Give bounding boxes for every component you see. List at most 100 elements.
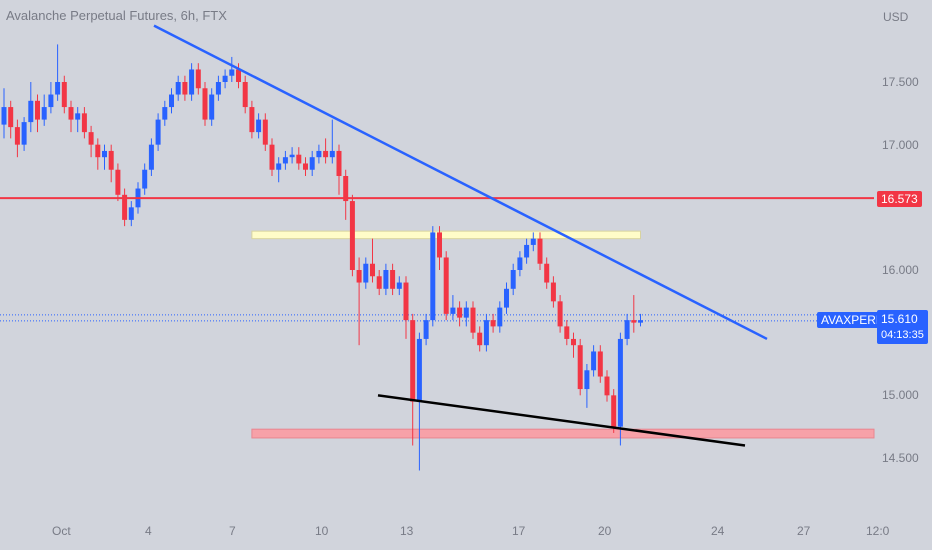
candle-body	[530, 238, 536, 245]
candle-body	[236, 69, 241, 82]
candle	[148, 138, 154, 176]
y-tick-label: 14.500	[882, 451, 919, 465]
candle	[604, 370, 610, 402]
x-tick-label: 24	[711, 524, 725, 538]
candle-body	[256, 119, 262, 133]
candle-body	[276, 163, 282, 170]
candle	[463, 301, 469, 327]
candle-body	[128, 207, 134, 220]
candle	[329, 119, 335, 164]
candle	[611, 389, 617, 433]
candle	[577, 338, 583, 396]
candle-body	[209, 94, 215, 120]
candle-body	[396, 282, 402, 289]
candle	[282, 150, 288, 170]
candle	[242, 75, 248, 114]
x-tick-label: 12:0	[866, 524, 890, 538]
candle-body	[88, 132, 94, 145]
candle-body	[35, 100, 40, 120]
candle-body	[222, 75, 228, 82]
candle	[544, 257, 550, 289]
candle	[61, 75, 67, 114]
candle-body	[356, 270, 362, 283]
candle	[524, 238, 530, 264]
candle-body	[175, 82, 181, 95]
candle	[390, 263, 396, 296]
candle	[336, 144, 342, 195]
candle	[41, 94, 47, 126]
x-tick-label: 10	[315, 524, 329, 538]
candle	[75, 107, 81, 133]
x-tick-label: 7	[229, 524, 236, 538]
candle	[169, 88, 174, 114]
candle	[229, 56, 235, 82]
candle-body	[550, 282, 556, 302]
candle-body	[510, 270, 516, 289]
candle-body	[544, 263, 550, 283]
candle	[490, 313, 496, 333]
candle-body	[269, 144, 275, 170]
candle	[564, 320, 570, 346]
candle	[202, 82, 208, 126]
x-tick-label: 4	[145, 524, 152, 538]
candle-body	[537, 238, 543, 264]
candle-body	[383, 270, 389, 289]
candle-body	[142, 169, 148, 189]
candle-body	[557, 301, 563, 327]
candle-body	[564, 326, 570, 339]
candle-body	[108, 150, 114, 170]
bar-countdown: 04:13:35	[881, 329, 924, 341]
candle-body	[390, 270, 396, 289]
candle	[483, 313, 489, 352]
candle	[68, 100, 74, 133]
candle-body	[102, 150, 107, 158]
candle	[316, 144, 322, 164]
candle	[383, 263, 389, 296]
candle	[155, 113, 161, 151]
candle	[195, 63, 201, 95]
candle	[638, 313, 643, 327]
candle	[215, 75, 221, 101]
candle-body	[282, 157, 288, 164]
candle	[108, 144, 114, 183]
candle-body	[463, 307, 469, 318]
candle-body	[323, 150, 329, 158]
candle-body	[48, 94, 54, 108]
candle	[262, 113, 268, 151]
candle	[8, 100, 14, 139]
x-tick-label: 17	[512, 524, 526, 538]
candle-body	[631, 320, 637, 323]
candle-body	[370, 263, 375, 277]
candle-body	[349, 201, 355, 270]
candle	[276, 157, 282, 183]
candle-body	[296, 154, 302, 164]
candle	[95, 138, 101, 170]
candle-body	[363, 263, 369, 283]
candle-body	[611, 395, 617, 427]
candle-body	[81, 113, 87, 133]
candle-body	[437, 232, 442, 258]
candle-body	[376, 276, 382, 289]
candle	[269, 138, 275, 176]
candle-body	[289, 154, 295, 158]
candle-body	[229, 69, 235, 76]
candle	[497, 301, 503, 333]
candle	[128, 201, 134, 227]
candle	[303, 157, 308, 176]
candle	[410, 313, 416, 446]
candle-body	[303, 163, 308, 170]
candle	[296, 147, 302, 170]
candle-body	[68, 107, 74, 120]
candle	[236, 63, 241, 89]
candle-body	[524, 244, 530, 258]
candle-body	[1, 107, 7, 125]
candle	[289, 147, 295, 164]
candle	[35, 94, 40, 133]
candle	[430, 226, 436, 327]
x-tick-label: 27	[797, 524, 811, 538]
candle-body	[591, 351, 597, 371]
candle-body	[169, 94, 174, 108]
candle-body	[8, 107, 14, 128]
